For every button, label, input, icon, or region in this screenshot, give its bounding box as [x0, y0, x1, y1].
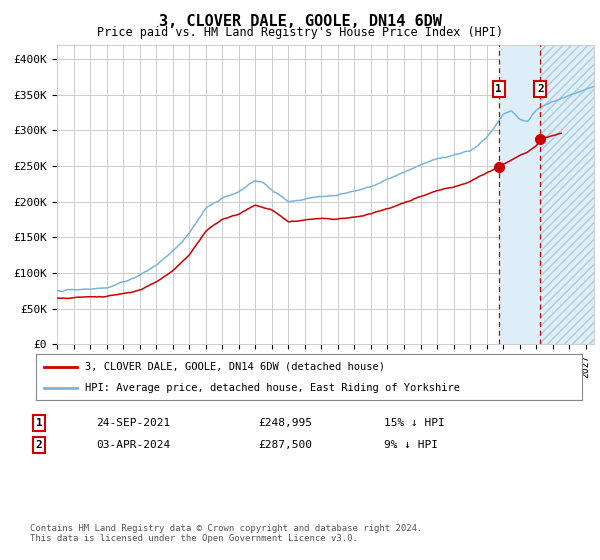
Text: Contains HM Land Registry data © Crown copyright and database right 2024.
This d: Contains HM Land Registry data © Crown c… — [30, 524, 422, 543]
Text: £287,500: £287,500 — [258, 440, 312, 450]
Text: 03-APR-2024: 03-APR-2024 — [96, 440, 170, 450]
Bar — [541, 45, 594, 344]
Text: 15% ↓ HPI: 15% ↓ HPI — [384, 418, 445, 428]
Text: 1: 1 — [35, 418, 43, 428]
Text: 1: 1 — [495, 84, 502, 94]
Text: 2: 2 — [537, 84, 544, 94]
Bar — [499, 45, 541, 344]
Text: 24-SEP-2021: 24-SEP-2021 — [96, 418, 170, 428]
Text: £248,995: £248,995 — [258, 418, 312, 428]
Text: 3, CLOVER DALE, GOOLE, DN14 6DW (detached house): 3, CLOVER DALE, GOOLE, DN14 6DW (detache… — [85, 362, 385, 372]
Text: 9% ↓ HPI: 9% ↓ HPI — [384, 440, 438, 450]
Text: HPI: Average price, detached house, East Riding of Yorkshire: HPI: Average price, detached house, East… — [85, 383, 460, 393]
Text: 3, CLOVER DALE, GOOLE, DN14 6DW: 3, CLOVER DALE, GOOLE, DN14 6DW — [158, 14, 442, 29]
Text: 2: 2 — [35, 440, 43, 450]
Text: Price paid vs. HM Land Registry's House Price Index (HPI): Price paid vs. HM Land Registry's House … — [97, 26, 503, 39]
